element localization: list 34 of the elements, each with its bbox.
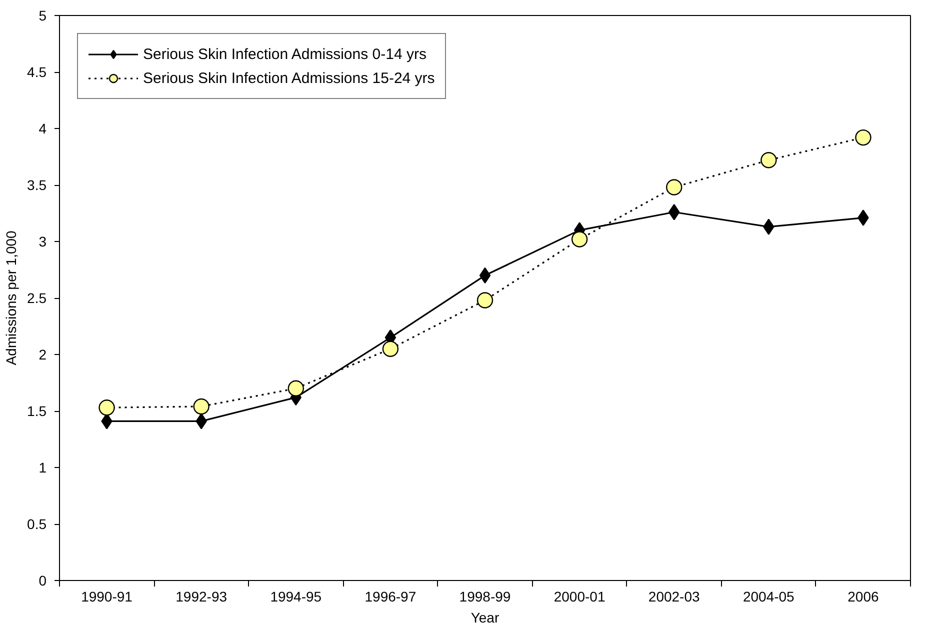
x-tick-label: 1994-95 (270, 588, 322, 604)
y-tick-label: 1.5 (27, 403, 47, 419)
y-tick-label: 3.5 (27, 177, 47, 193)
point (571, 231, 588, 248)
point (666, 179, 682, 196)
y-tick-label: 5 (38, 8, 47, 24)
x-tick-label: 2002-03 (648, 588, 700, 604)
y-axis-title: Admissions per 1,000 (3, 230, 20, 366)
point (760, 152, 777, 168)
x-axis-title: Year (470, 610, 500, 626)
point (382, 340, 399, 357)
legend-label: Serious Skin Infection Admissions 15-24 yrs (143, 70, 435, 86)
x-tick-label: 1992-93 (176, 588, 228, 604)
point (855, 129, 872, 146)
x-tick-label: 2004-05 (742, 588, 795, 604)
y-tick-label: 0.5 (27, 516, 47, 532)
point (476, 292, 494, 308)
point (98, 400, 115, 416)
y-tick-label: 0 (38, 572, 47, 588)
x-tick-label: 1990-91 (81, 588, 133, 604)
y-tick-label: 2 (38, 346, 47, 362)
x-tick-label: 2000-01 (554, 588, 606, 604)
point (193, 398, 210, 415)
x-tick-label: 1998-99 (459, 588, 511, 604)
x-tick-label: 1996-97 (364, 588, 416, 604)
y-tick-label: 4 (38, 120, 47, 136)
y-tick-label: 4.5 (27, 64, 47, 80)
y-tick-label: 3 (38, 234, 47, 250)
legend-label: Serious Skin Infection Admissions 0-14 yrs (143, 46, 426, 62)
y-tick-label: 1 (38, 460, 47, 476)
point (479, 267, 491, 284)
point (288, 380, 304, 396)
x-tick-label: 2006 (848, 588, 880, 604)
y-tick-label: 2.5 (27, 290, 47, 306)
